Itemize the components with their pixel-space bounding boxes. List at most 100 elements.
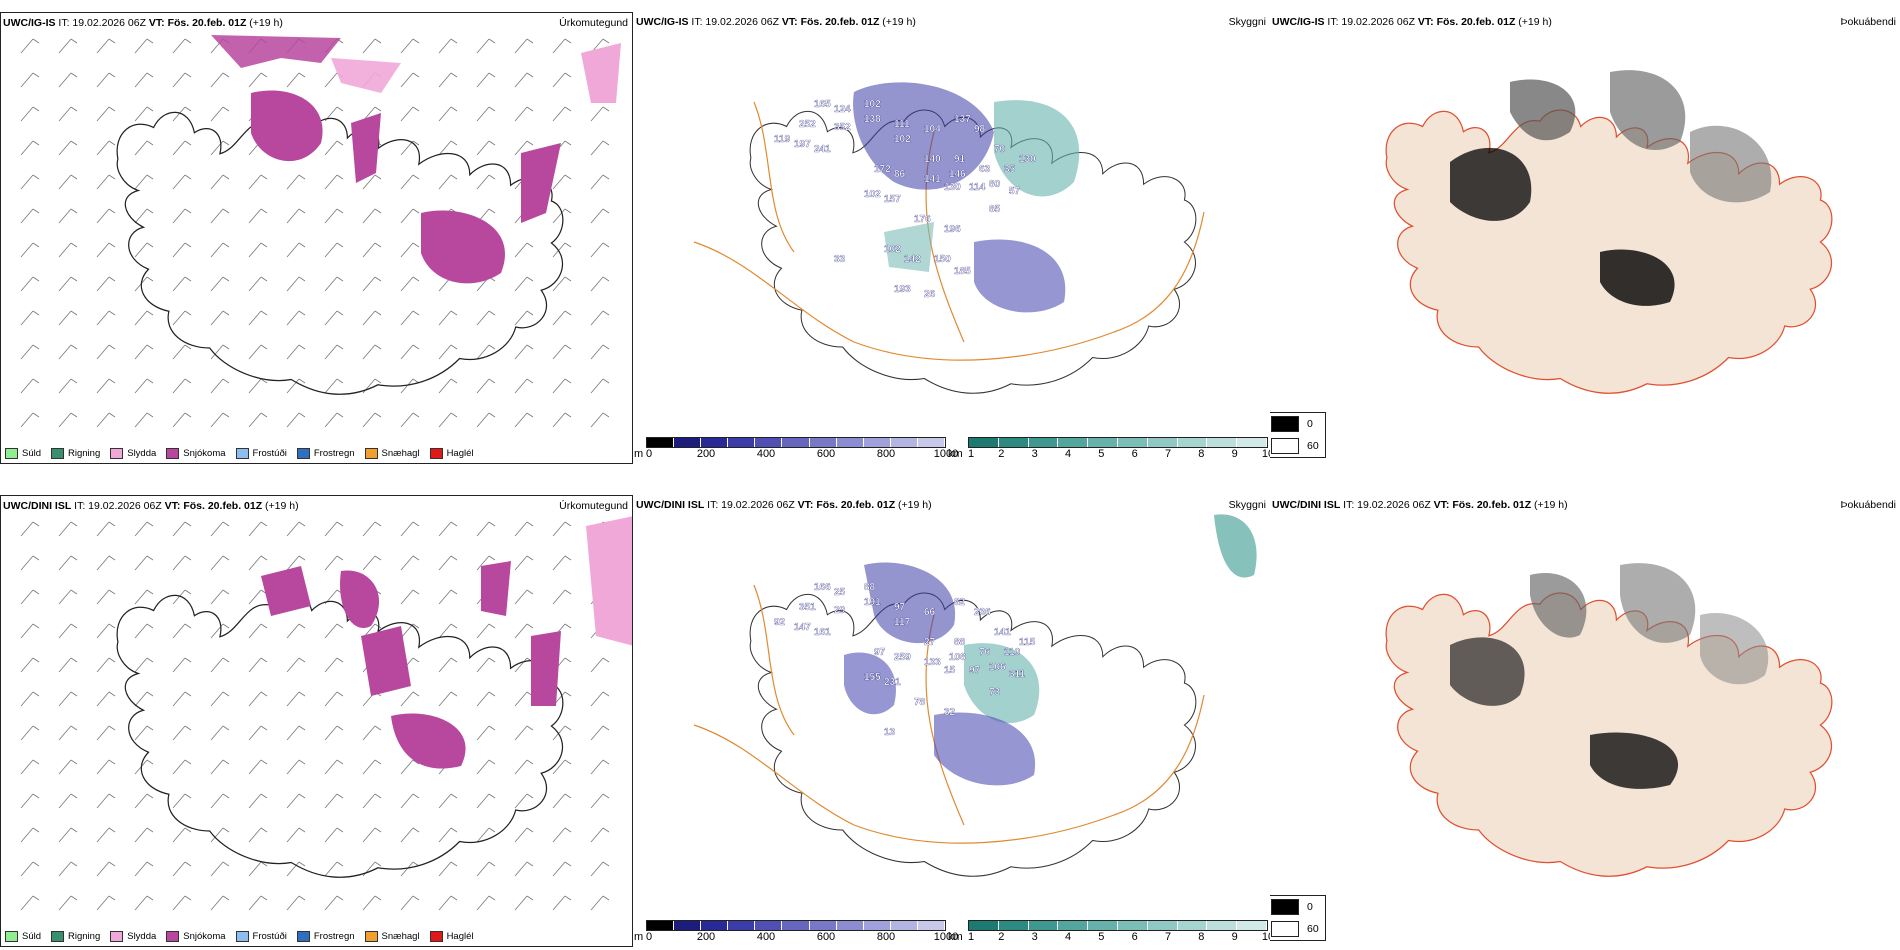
wind-barb: [134, 412, 148, 428]
colorbar-tick: 1: [968, 448, 975, 460]
wind-barb: [20, 378, 34, 394]
wind-barb-flag: [32, 827, 40, 833]
colorbar-segment: [1117, 438, 1148, 447]
wind-barb: [514, 623, 528, 639]
wind-barb: [590, 895, 604, 911]
wind-barb-flag: [70, 378, 78, 384]
visibility-value-label: 15: [944, 665, 956, 676]
wind-barb: [476, 725, 490, 741]
wind-barb-flag: [108, 589, 116, 595]
precip-legend-item: Slydda: [110, 931, 156, 942]
visibility-value-label: 92: [774, 617, 786, 628]
wind-barb: [20, 140, 34, 156]
wind-barb: [476, 140, 490, 156]
wind-barb: [20, 895, 34, 911]
wind-barb-flag: [184, 623, 192, 629]
colorbar-segment: [755, 921, 783, 930]
visibility-value-label: 102: [884, 244, 901, 255]
wind-barb: [514, 412, 528, 428]
wind-barb: [362, 895, 376, 911]
colorbar-tick: 10: [1261, 448, 1270, 460]
visibility-value-label: 117: [894, 617, 911, 628]
wind-barb: [324, 895, 338, 911]
wind-barb: [552, 895, 566, 911]
wind-barb-flag: [298, 725, 306, 731]
wind-barb: [96, 72, 110, 88]
wind-barb: [438, 72, 452, 88]
wind-barb: [134, 657, 148, 673]
visibility-value-label: 147: [794, 622, 811, 633]
colorbar-tick: 800: [876, 931, 896, 943]
wind-barb-flag: [146, 72, 154, 78]
wind-barb-flag: [336, 242, 344, 248]
wind-barb-flag: [70, 208, 78, 214]
wind-barb-flag: [32, 378, 40, 384]
wind-barb: [400, 623, 414, 639]
wind-barb-flag: [108, 555, 116, 561]
wind-barb-flag: [32, 106, 40, 112]
colorbar-segment: [1028, 438, 1059, 447]
wind-barb-flag: [412, 344, 420, 350]
wind-barb-flag: [564, 208, 572, 214]
wind-barb-flag: [32, 140, 40, 146]
wind-barb-flag: [32, 657, 40, 663]
wind-barb-flag: [70, 140, 78, 146]
wind-barb-flag: [374, 827, 382, 833]
wind-barb: [552, 861, 566, 877]
colorbar-segment: [998, 438, 1029, 447]
wind-barb-flag: [184, 38, 192, 44]
wind-barb-flag: [298, 344, 306, 350]
wind-barb: [552, 174, 566, 190]
wind-barb-flag: [108, 38, 116, 44]
wind-barb-flag: [564, 657, 572, 663]
wind-barb-flag: [108, 106, 116, 112]
wind-barb-flag: [146, 759, 154, 765]
visibility-value-label: 252: [799, 119, 816, 130]
wind-barb: [438, 521, 452, 537]
colorbar-segment: [647, 921, 675, 930]
wind-barb-flag: [564, 174, 572, 180]
wind-barb: [96, 242, 110, 258]
visibility-value-label: 137: [954, 114, 971, 125]
wind-barb: [20, 657, 34, 673]
wind-barb-flag: [222, 895, 230, 901]
wind-barb: [20, 555, 34, 571]
wind-barb-flag: [260, 759, 268, 765]
wind-barb: [324, 657, 338, 673]
wind-barb: [438, 412, 452, 428]
visibility-value-label: 97: [874, 647, 886, 658]
visibility-value-label: 166: [814, 582, 831, 593]
wind-barb: [286, 276, 300, 292]
wind-barb-flag: [260, 242, 268, 248]
wind-barb-flag: [184, 793, 192, 799]
wind-barb: [172, 759, 186, 775]
wind-barb-flag: [564, 521, 572, 527]
wind-barb-flag: [222, 691, 230, 697]
wind-barb-flag: [602, 174, 610, 180]
ceiling-colorbar: 0 200 400 600 800 1000 m: [634, 920, 958, 944]
wind-barb: [248, 344, 262, 360]
wind-barb-flag: [260, 174, 268, 180]
colorbar-segment: [674, 921, 702, 930]
wind-barb: [590, 691, 604, 707]
wind-barb-flag: [564, 827, 572, 833]
wind-barb-flag: [32, 793, 40, 799]
colorbar-segment: [1088, 438, 1118, 447]
wind-barb-flag: [374, 242, 382, 248]
wind-barb: [400, 242, 414, 258]
road-network: [693, 584, 1205, 844]
wind-barb-flag: [108, 759, 116, 765]
wind-barb: [172, 174, 186, 190]
wind-barb: [20, 174, 34, 190]
wind-barb-flag: [564, 106, 572, 112]
wind-barb: [58, 72, 72, 88]
wind-barb-flag: [298, 208, 306, 214]
wind-barb-flag: [298, 276, 306, 282]
wind-barb: [20, 276, 34, 292]
wind-barb: [210, 106, 224, 122]
wind-barb-flag: [184, 310, 192, 316]
wind-barb-flag: [564, 589, 572, 595]
visibility-value-label: 150: [934, 254, 951, 265]
wind-barb-flag: [70, 106, 78, 112]
